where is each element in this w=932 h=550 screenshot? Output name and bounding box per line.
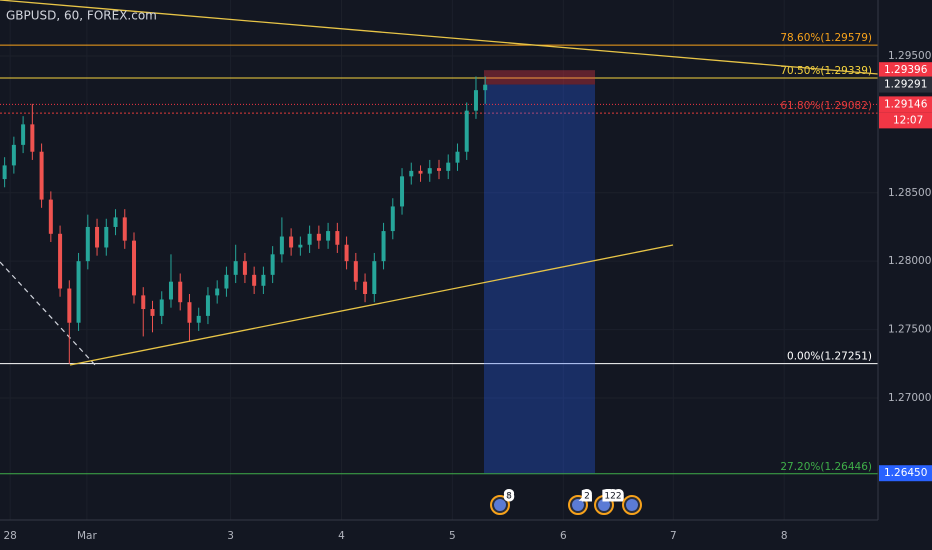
event-flag	[494, 499, 506, 511]
candle-body	[372, 261, 377, 294]
candle-body	[67, 288, 72, 323]
countdown-tag	[879, 112, 932, 129]
price-tag-label: 1.26450	[884, 467, 927, 479]
candle-body	[261, 274, 266, 286]
candle-body	[58, 233, 63, 289]
candle-body	[187, 302, 192, 323]
candle-body	[446, 162, 451, 171]
event-flag	[626, 499, 638, 511]
candle-body	[150, 309, 155, 316]
candle-body	[289, 236, 294, 248]
candle-body	[168, 281, 173, 300]
candle-body	[316, 233, 321, 241]
candle-body	[409, 170, 414, 177]
candle-body	[76, 261, 81, 323]
candle-body	[427, 168, 432, 174]
candle-body	[418, 170, 423, 174]
fib-label: 0.00%(1.27251)	[787, 351, 872, 363]
candle-body	[141, 295, 146, 310]
candle-body	[30, 124, 35, 152]
candles	[2, 76, 488, 364]
candle-body	[298, 244, 303, 248]
candle-body	[390, 206, 395, 232]
event-count: 8	[506, 492, 512, 502]
grid	[0, 0, 878, 520]
candle-body	[21, 124, 26, 145]
price-tag	[879, 465, 932, 482]
candle-body	[464, 110, 469, 152]
candle-body	[252, 274, 257, 286]
event-count: 2	[584, 492, 590, 502]
price-tag	[879, 96, 932, 113]
x-tick-label: 28	[3, 530, 16, 542]
dashed-line	[0, 261, 97, 367]
candle-body	[48, 199, 53, 234]
stop-zone	[484, 70, 595, 85]
candle-body	[437, 168, 441, 171]
trend-line	[0, 0, 879, 75]
fib-label: 61.80%(1.29082)	[780, 100, 872, 112]
candle-body	[215, 288, 220, 296]
fib-label: 78.60%(1.29579)	[780, 32, 872, 44]
candle-body	[455, 151, 460, 163]
candle-body	[132, 240, 137, 296]
candle-body	[473, 90, 478, 111]
price-tag-label: 1.29396	[884, 64, 928, 76]
y-tick-label: 1.27500	[888, 324, 931, 336]
candle-body	[400, 176, 405, 207]
candle-body	[353, 261, 358, 282]
countdown: 12:07	[893, 114, 923, 126]
candle-body	[85, 226, 90, 262]
candle-body	[205, 295, 210, 316]
event-flag	[598, 499, 610, 511]
candle-body	[242, 261, 247, 275]
y-tick-label: 1.28000	[888, 255, 931, 267]
candle-body	[178, 281, 183, 303]
price-tag-label: 1.29146	[884, 98, 928, 110]
price-tag	[879, 62, 932, 79]
trend-line	[69, 244, 674, 366]
candle-body	[11, 144, 16, 166]
price-tag-label: 1.29291	[884, 79, 927, 91]
candle-body	[2, 165, 7, 180]
candle-body	[224, 274, 229, 289]
candle-body	[335, 231, 340, 245]
y-tick-label: 1.29500	[888, 50, 931, 62]
event-flag	[572, 499, 584, 511]
events: 8 2 122	[490, 489, 642, 515]
y-tick-label: 1.28500	[888, 187, 931, 199]
candle-body	[113, 217, 118, 227]
chart-title: GBPUSD, 60, FOREX.com	[6, 9, 157, 23]
x-tick-label: Mar	[77, 530, 97, 542]
fib-label: 27.20%(1.26446)	[780, 461, 872, 473]
candle-body	[381, 231, 386, 262]
candle-body	[196, 315, 201, 323]
candle-body	[307, 233, 312, 245]
x-tick-label: 5	[449, 530, 456, 542]
x-tick-label: 7	[670, 530, 677, 542]
candle-body	[104, 226, 109, 248]
candle-body	[363, 281, 368, 294]
candle-body	[279, 236, 284, 255]
x-tick-label: 8	[781, 530, 788, 542]
price-tag	[879, 76, 932, 93]
candle-body	[483, 84, 488, 91]
y-tick-label: 1.27000	[888, 392, 931, 404]
candle-body	[326, 231, 331, 241]
x-tick-label: 3	[227, 530, 234, 542]
candle-body	[39, 151, 44, 200]
event-count: 122	[604, 492, 621, 502]
x-tick-label: 4	[338, 530, 345, 542]
candle-body	[122, 217, 127, 241]
candle-body	[233, 261, 238, 275]
candle-body	[95, 226, 100, 248]
candle-body	[344, 244, 349, 262]
candle-body	[270, 254, 275, 275]
x-tick-label: 6	[560, 530, 567, 542]
candle-body	[159, 299, 164, 316]
